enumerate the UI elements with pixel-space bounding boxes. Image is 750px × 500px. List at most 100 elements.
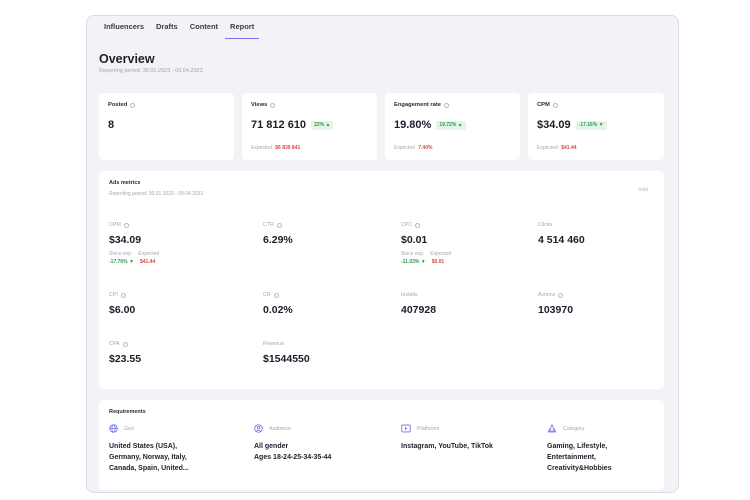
info-icon[interactable] — [444, 102, 450, 108]
tab-drafts[interactable]: Drafts — [156, 22, 178, 31]
requirement-category: Category Gaming, Lifestyle, Entertainmen… — [547, 424, 612, 474]
tab-report[interactable]: Report — [225, 22, 260, 39]
metric-label: CPM — [109, 222, 121, 228]
requirement-line: Instagram, YouTube, TikTok — [401, 443, 493, 450]
requirement-label: Audience — [269, 425, 292, 432]
kpi-card-posted: Posted 8 — [99, 93, 234, 160]
globe-icon — [109, 424, 118, 433]
kpi-label: Engagement rate — [394, 102, 442, 108]
requirement-audience: Audience All gender Ages 18-24-25-34-35-… — [254, 424, 331, 463]
metric-label: CR — [263, 292, 271, 298]
kpi-value: 71 812 610 — [251, 119, 307, 131]
tab-content[interactable]: Content — [189, 22, 219, 31]
info-icon[interactable] — [122, 341, 128, 347]
expected-label: Expected — [394, 145, 415, 151]
metric-label: CPA — [109, 341, 120, 347]
info-icon[interactable] — [276, 222, 282, 228]
since-value: -17.76% ▼ — [109, 259, 134, 265]
metric-value: $1544550 — [263, 353, 310, 365]
metric-cpi: CPI $6.00 — [109, 292, 135, 316]
requirement-line: Germany, Norway, Italy, — [109, 454, 187, 461]
expected-label: Expected — [138, 251, 160, 257]
requirement-geo: Geo United States (USA), Germany, Norway… — [109, 424, 189, 474]
metric-cpa: CPA $23.55 — [109, 341, 141, 365]
reporting-period: Reporting period: 30.01.2023 - 09.04.202… — [99, 68, 203, 74]
kpi-card-views: Views 71 812 610 22% ▲ Expected $6 830 8… — [242, 93, 377, 160]
since-value: -11.03% ▼ — [401, 259, 426, 265]
requirement-label: Platforms — [417, 425, 440, 432]
metric-clicks: Clicks 4 514 460 — [538, 222, 585, 246]
metric-value: $0.01 — [401, 234, 428, 246]
ads-reporting-period: Reporting period: 30.01.2023 - 09.04.202… — [109, 191, 204, 197]
metric-label: Actions — [538, 292, 556, 298]
requirement-line: All gender — [254, 443, 289, 450]
info-icon[interactable] — [273, 292, 279, 298]
metric-ctr: CTR 6.29% — [263, 222, 293, 246]
requirements-title: Requirements — [109, 409, 146, 415]
kpi-label: Views — [251, 102, 268, 108]
page-title: Overview — [99, 52, 155, 66]
change-badge: 22% ▲ — [311, 120, 334, 130]
info-icon[interactable] — [120, 292, 126, 298]
expected-value: 7.40% — [418, 145, 433, 151]
expected-label: Expected — [251, 145, 272, 151]
category-icon — [547, 424, 557, 433]
platforms-icon — [401, 424, 411, 433]
metric-cpc: CPC $0.01 Since exp. Expected -11.03% ▼ $0… — [401, 222, 451, 265]
expected-value: $41.44 — [139, 259, 156, 265]
metric-label: Clicks — [538, 222, 553, 228]
ads-metrics-title: Ads metrics — [109, 180, 141, 186]
audience-icon — [254, 424, 263, 433]
kpi-value: 19.80% — [394, 119, 432, 131]
metric-actions: Actions 103970 — [538, 292, 573, 316]
expected-value: $6 830 841 — [275, 145, 301, 151]
expected-value: $41.44 — [561, 145, 577, 151]
metric-label: CPC — [401, 222, 413, 228]
total-toggle[interactable]: total — [638, 187, 648, 193]
metric-value: $34.09 — [109, 234, 142, 246]
tab-bar: Influencers Drafts Content Report — [99, 22, 261, 39]
change-badge: -17.16% ▼ — [575, 120, 607, 130]
metric-cr: CR 0.02% — [263, 292, 293, 316]
kpi-label: CPM — [537, 102, 550, 108]
metric-value: $23.55 — [109, 353, 142, 365]
info-icon[interactable] — [123, 222, 129, 228]
kpi-value: $34.09 — [537, 119, 571, 131]
kpi-label: Posted — [108, 102, 128, 108]
metric-label: Revenue — [263, 341, 285, 347]
tab-influencers[interactable]: Influencers — [104, 22, 145, 31]
requirement-label: Category — [563, 425, 585, 432]
requirement-line: Entertainment, — [547, 454, 597, 461]
metric-value: 0.02% — [263, 304, 293, 316]
metric-installs: Installs 407928 — [401, 292, 436, 316]
ads-metrics-card: Ads metrics Reporting period: 30.01.2023… — [99, 171, 664, 389]
requirements-card: Requirements Geo United States (USA), Ge… — [99, 400, 664, 490]
info-icon[interactable] — [552, 102, 558, 108]
metric-cpm: CPM $34.09 Since exp. Expected -17.76% ▼ $… — [109, 222, 159, 265]
info-icon[interactable] — [415, 222, 421, 228]
info-icon[interactable] — [270, 102, 276, 108]
requirement-label: Geo — [124, 425, 135, 432]
info-icon[interactable] — [558, 292, 564, 298]
expected-label: Expected — [430, 251, 452, 257]
report-panel: Influencers Drafts Content Report Overvi… — [86, 15, 679, 493]
metric-value: 103970 — [538, 304, 574, 316]
requirement-platforms: Platforms Instagram, YouTube, TikTok — [401, 424, 493, 452]
requirement-line: Canada, Spain, United... — [109, 465, 189, 472]
since-label: Since exp. — [401, 251, 425, 257]
since-label: Since exp. — [109, 251, 133, 257]
metric-value: 6.29% — [263, 234, 293, 246]
kpi-value: 8 — [108, 119, 115, 131]
kpi-card-engagement: Engagement rate 19.80% 19.72% ▲ Expected… — [385, 93, 520, 160]
metric-value: $6.00 — [109, 304, 136, 316]
metric-label: Installs — [401, 292, 418, 298]
change-badge: 19.72% ▲ — [436, 120, 466, 130]
info-icon[interactable] — [130, 102, 136, 108]
requirement-line: Creativity&Hobbies — [547, 465, 612, 472]
kpi-card-cpm: CPM $34.09 -17.16% ▼ Expected $41.44 — [528, 93, 664, 160]
requirement-line: Gaming, Lifestyle, — [547, 443, 608, 450]
metric-label: CTR — [263, 222, 274, 228]
metric-revenue: Revenue $1544550 — [263, 341, 310, 365]
expected-label: Expected — [537, 145, 558, 151]
metric-label: CPI — [109, 292, 118, 298]
